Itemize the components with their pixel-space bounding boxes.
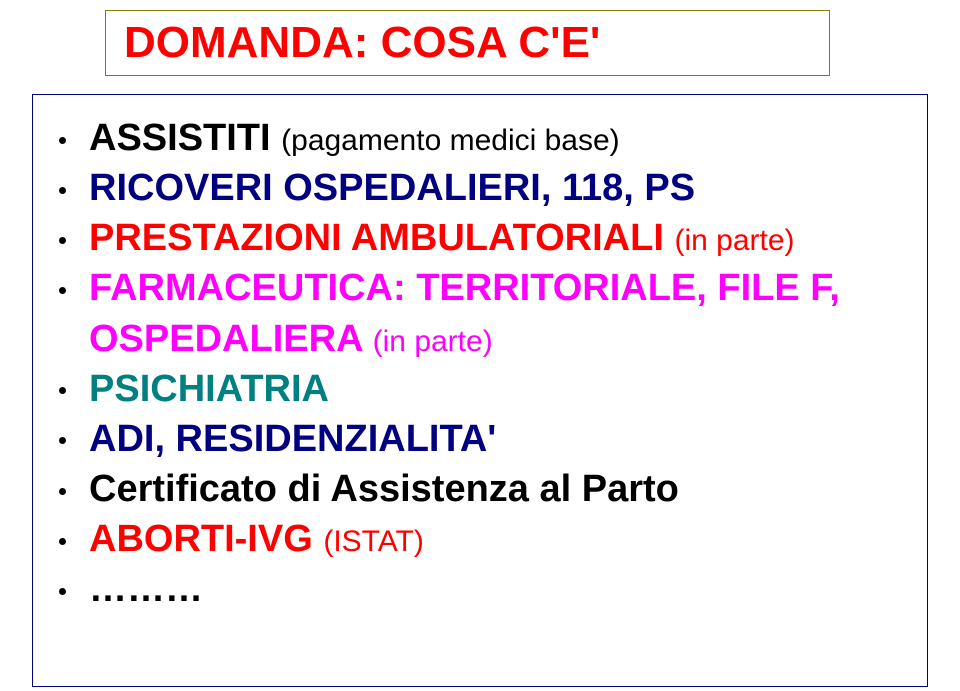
list-item: ABORTI-IVG (ISTAT) — [51, 514, 917, 564]
list-item: Certificato di Assistenza al Parto — [51, 464, 917, 514]
list-item-text: (in parte) — [674, 224, 794, 257]
list-item-text: (ISTAT) — [323, 525, 424, 558]
list-item: ASSISTITI (pagamento medici base) — [51, 113, 917, 163]
list-item-text: ADI, RESIDENZIALITA' — [89, 418, 496, 460]
bullet-dot-icon — [59, 237, 66, 244]
list-item-text: ASSISTITI — [89, 117, 281, 159]
content-box: ASSISTITI (pagamento medici base)RICOVER… — [32, 94, 928, 687]
slide: DOMANDA: COSA C'E' ASSISTITI (pagamento … — [0, 0, 960, 691]
bullet-dot-icon — [59, 187, 66, 194]
bullet-dot-icon — [59, 538, 66, 545]
list-item-text: PSICHIATRIA — [89, 368, 329, 410]
bullet-dot-icon — [59, 387, 66, 394]
list-item-text: PRESTAZIONI AMBULATORIALI — [89, 217, 674, 259]
bullet-dot-icon — [59, 137, 66, 144]
list-item: FARMACEUTICA: TERRITORIALE, FILE F, OSPE… — [51, 263, 917, 363]
list-item: ……… — [51, 564, 917, 614]
list-item: RICOVERI OSPEDALIERI, 118, PS — [51, 163, 917, 213]
slide-title: DOMANDA: COSA C'E' — [124, 18, 600, 68]
list-item: PSICHIATRIA — [51, 364, 917, 414]
bullet-dot-icon — [59, 488, 66, 495]
list-item-text: ABORTI-IVG — [89, 518, 323, 560]
bullet-list: ASSISTITI (pagamento medici base)RICOVER… — [51, 113, 917, 615]
list-item: ADI, RESIDENZIALITA' — [51, 414, 917, 464]
list-item: PRESTAZIONI AMBULATORIALI (in parte) — [51, 213, 917, 263]
list-item-text: RICOVERI OSPEDALIERI, 118, PS — [89, 167, 695, 209]
list-item-text: ……… — [89, 568, 203, 610]
bullet-dot-icon — [59, 287, 66, 294]
title-box: DOMANDA: COSA C'E' — [105, 10, 830, 76]
bullet-dot-icon — [59, 437, 66, 444]
list-item-text: Certificato di Assistenza al Parto — [89, 468, 679, 510]
bullet-dot-icon — [59, 588, 66, 595]
list-item-text: (in parte) — [373, 325, 493, 358]
list-item-text: (pagamento medici base) — [281, 124, 620, 157]
